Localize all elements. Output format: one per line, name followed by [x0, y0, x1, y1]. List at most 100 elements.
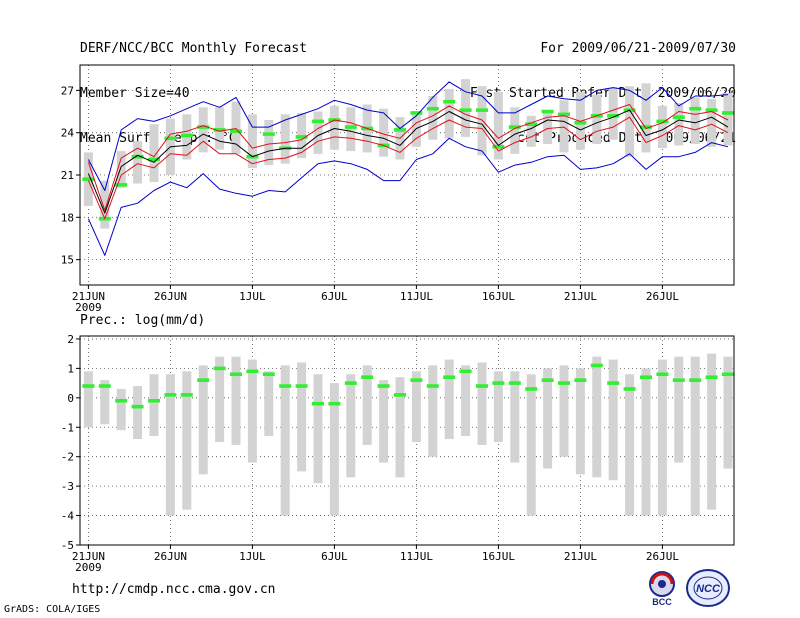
median-mark	[164, 393, 177, 397]
median-mark	[115, 183, 128, 187]
range-bar	[493, 371, 503, 442]
x-tick-label: 26JUL	[646, 550, 679, 563]
x-tick-label: 16JUL	[482, 550, 515, 563]
range-bar	[346, 107, 356, 152]
median-mark	[164, 136, 177, 141]
panel-2: -5 -4 -3 -2 -1 0 1 2 21JUN 26JUN 1JUL 6JUL 11JUL 16JU…	[61, 333, 735, 574]
median-mark	[312, 119, 324, 124]
median-mark	[558, 381, 570, 385]
y-tick-label: 1	[67, 362, 74, 375]
series-line-ensemble-mean	[87, 109, 729, 214]
range-bar	[543, 368, 553, 469]
range-bar	[723, 93, 733, 146]
y-tick-label: -1	[61, 421, 74, 434]
y-tick-label: -2	[61, 451, 74, 464]
range-bar	[133, 386, 143, 440]
x-tick-label: 26JUN	[154, 550, 187, 563]
precip-panel-title: Prec.: log(mm/d)	[80, 313, 205, 328]
x-tick-label: 6JUL	[321, 550, 348, 563]
series-line-inner-lower	[87, 116, 729, 220]
range-bar	[510, 371, 520, 463]
x-tick-label: 26JUL	[646, 290, 679, 303]
median-mark	[377, 384, 390, 388]
median-mark	[82, 177, 95, 182]
median-mark	[148, 157, 160, 162]
median-mark	[459, 108, 472, 112]
range-bar	[657, 105, 667, 149]
median-mark	[426, 384, 439, 388]
range-bar	[625, 374, 635, 516]
forecast-period: For 2009/06/21-2009/07/30	[540, 41, 736, 56]
plot-frame	[79, 335, 735, 546]
median-mark	[410, 378, 423, 382]
range-bar	[149, 374, 159, 437]
median-mark	[394, 128, 406, 132]
median-mark	[180, 133, 193, 138]
median-mark	[426, 106, 439, 111]
range-bar	[575, 368, 585, 475]
median-mark	[295, 384, 308, 388]
y-tick-label: 15	[61, 254, 74, 267]
grads-credit: GrADS: COLA/IGES	[4, 604, 101, 615]
range-bar	[100, 180, 110, 229]
median-mark	[607, 381, 620, 385]
median-mark	[344, 381, 357, 385]
y-tick-label: 18	[61, 211, 74, 224]
median-mark	[131, 154, 144, 159]
x-tick-label: 1JUL	[239, 290, 266, 303]
source-url[interactable]: http://cmdp.ncc.cma.gov.cn	[72, 582, 276, 597]
median-mark	[410, 111, 423, 115]
range-bar	[592, 356, 602, 478]
y-tick-label: -5	[61, 539, 74, 552]
y-tick-label: 27	[61, 84, 74, 97]
range-bar	[215, 356, 225, 442]
range-bar	[543, 111, 553, 144]
x-tick-label: 6JUL	[321, 290, 348, 303]
x-year-label: 2009	[75, 561, 102, 574]
median-mark	[640, 375, 652, 380]
range-bar	[247, 359, 257, 463]
median-mark	[672, 378, 685, 382]
range-bar	[395, 377, 405, 478]
bcc-logo: BCC	[649, 571, 675, 607]
median-mark	[230, 372, 242, 377]
x-tick-label: 21JUL	[564, 550, 597, 563]
range-bar	[461, 365, 471, 437]
median-mark	[328, 401, 341, 406]
median-mark	[689, 106, 702, 111]
range-bar	[313, 111, 323, 154]
median-mark	[574, 121, 587, 125]
x-tick-label: 11JUL	[400, 290, 433, 303]
y-tick-label: -4	[61, 510, 75, 523]
range-bar	[608, 359, 618, 481]
median-mark	[180, 393, 193, 397]
range-bar	[690, 356, 700, 516]
range-bar	[83, 371, 93, 428]
median-mark	[262, 132, 275, 136]
median-mark	[115, 398, 128, 403]
range-bar	[264, 120, 274, 166]
range-bar	[329, 105, 339, 150]
x-tick-label: 16JUL	[482, 290, 515, 303]
median-mark	[525, 122, 538, 127]
median-mark	[705, 108, 718, 112]
plot-frame	[79, 64, 735, 286]
range-bar	[428, 96, 438, 140]
range-bar	[313, 374, 323, 484]
range-bar	[231, 356, 241, 445]
ncc-logo: NCC	[686, 569, 730, 607]
median-mark	[295, 135, 308, 139]
chart-title: DERF/NCC/BCC Monthly Forecast	[80, 41, 307, 56]
series-line-outer-lower	[87, 137, 729, 256]
panel-1: 15 18 21 24 27 21JUN 26JUN 1JUL 6JUL 11JUL 16JUL 21…	[61, 64, 735, 314]
range-bar	[707, 98, 717, 147]
median-mark	[656, 119, 669, 124]
range-bar	[575, 91, 585, 150]
range-bar	[493, 91, 503, 160]
median-mark	[344, 125, 357, 129]
median-mark	[312, 401, 324, 406]
range-bar	[182, 371, 192, 510]
bcc-logo-text: BCC	[652, 597, 672, 607]
median-mark	[246, 369, 259, 374]
median-mark	[213, 128, 226, 132]
